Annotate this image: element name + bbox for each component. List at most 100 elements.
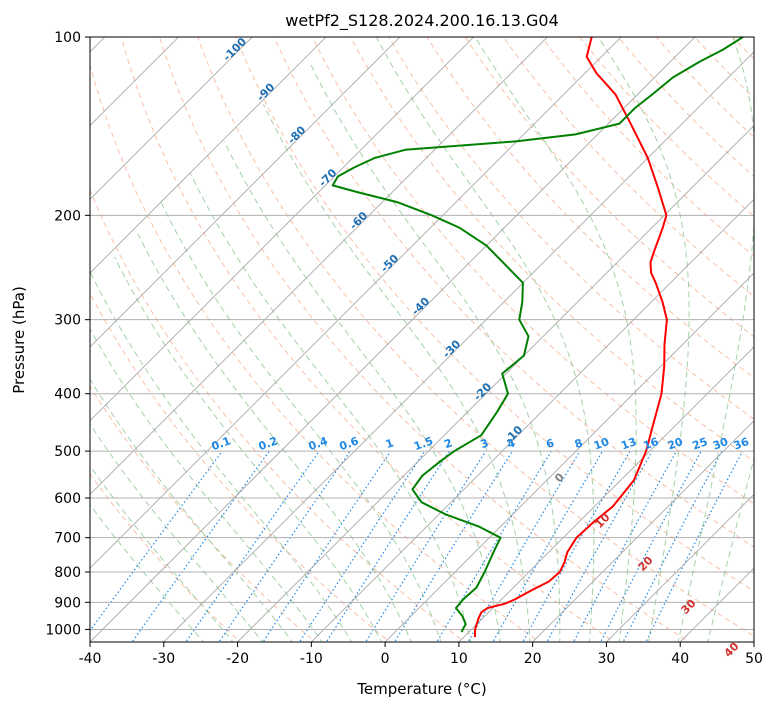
dry-adiabat-line — [90, 62, 541, 642]
mixing-ratio-label: 0.4 — [307, 434, 330, 453]
dewpoint-profile-line — [331, 37, 744, 633]
isotherm-label: -90 — [254, 80, 277, 103]
mixing-ratio-line — [645, 450, 744, 642]
mixing-ratio-label: 0.2 — [257, 434, 280, 453]
dry-adiabat-line — [158, 37, 691, 642]
x-tick-label: 0 — [381, 651, 390, 667]
isotherm-line — [90, 37, 253, 200]
mixing-ratio-line — [325, 450, 450, 642]
dry-adiabat-line — [579, 37, 754, 217]
mixing-ratio-line — [393, 450, 513, 642]
isotherm-line — [90, 37, 696, 642]
dry-adiabat-line — [197, 37, 754, 637]
moist-adiabat-line — [137, 233, 412, 642]
isotherm-line — [90, 37, 548, 495]
isotherm-label: -20 — [471, 380, 494, 403]
moist-adiabat-line — [308, 61, 561, 642]
mixing-ratio-label: 4 — [505, 436, 517, 451]
dry-adiabat-line — [90, 473, 241, 642]
dry-adiabat-line — [90, 385, 316, 642]
moist-adiabat-line — [90, 378, 293, 642]
moist-adiabat-line — [160, 201, 442, 642]
line-labels: -100-90-80-70-60-50-40-30-20-100.1 0.2 0.4… — [210, 35, 751, 660]
moist-adiabat-line — [90, 327, 323, 642]
isotherm-line — [532, 420, 754, 642]
isotherm-line — [163, 51, 754, 642]
mixing-ratio-label: 8 — [573, 436, 585, 451]
moist-adiabat-line — [189, 173, 472, 642]
moist-adiabat-line — [223, 141, 501, 642]
dry-adiabat-line — [732, 37, 754, 60]
dry-adiabat-line — [273, 37, 754, 548]
isotherm-line — [679, 567, 754, 642]
mixing-ratio-line — [364, 450, 487, 642]
x-tick-label: -20 — [226, 651, 249, 667]
moist-adiabat-line — [375, 37, 595, 642]
mixing-ratio-line — [467, 450, 581, 642]
dry-adiabat-line — [464, 37, 754, 338]
dry-adiabat-label: 0 — [552, 470, 567, 485]
mixing-ratio-line — [622, 450, 723, 642]
axis-ticks: -40 -30 -20 -10 0 10 20 30 40 5010020030040050060… — [45, 30, 763, 667]
x-tick-label: 50 — [745, 651, 763, 667]
dry-adiabat-line — [758, 24, 775, 645]
isotherm-line — [236, 125, 754, 642]
mixing-ratio-label: 13 — [619, 435, 638, 452]
isotherm-line — [90, 37, 474, 422]
x-tick-label: 20 — [524, 651, 542, 667]
x-axis-title: Temperature (°C) — [356, 680, 486, 698]
mixing-ratio-line — [131, 450, 270, 642]
background-lines — [90, 24, 775, 645]
y-tick-label: 700 — [54, 531, 81, 547]
mixing-ratio-label: 10 — [592, 435, 611, 453]
mixing-ratio-label: 16 — [642, 435, 661, 453]
dry-adiabat-label: 40 — [722, 640, 742, 660]
x-tick-label: -40 — [79, 651, 102, 667]
temperature-profile-line — [473, 37, 668, 638]
mixing-ratio-line — [90, 450, 223, 632]
y-tick-label: 500 — [54, 444, 81, 460]
y-tick-label: 300 — [54, 313, 81, 329]
isotherm-label: -30 — [440, 337, 463, 360]
moist-adiabat-line — [707, 456, 754, 642]
isotherm-line — [753, 641, 754, 642]
dry-adiabat-line — [426, 37, 754, 379]
y-tick-label: 800 — [54, 565, 81, 581]
y-tick-label: 600 — [54, 491, 81, 507]
dry-adiabat-line — [120, 37, 616, 642]
isotherm-label: -50 — [378, 252, 401, 275]
moist-adiabat-line — [90, 464, 234, 642]
mixing-ratio-label: 25 — [691, 435, 710, 452]
isotherm-label: -40 — [409, 294, 432, 317]
y-tick-label: 400 — [54, 387, 81, 403]
mixing-ratio-line — [262, 450, 392, 642]
mixing-ratio-label: 1 — [384, 436, 396, 451]
isotherm-line — [90, 37, 401, 348]
y-tick-label: 200 — [54, 208, 81, 224]
mixing-ratio-label: 1.5 — [412, 434, 435, 453]
plot-frame — [89, 36, 755, 643]
mixing-ratio-line — [298, 450, 426, 642]
isotherm-line — [90, 37, 327, 274]
mixing-ratio-line — [185, 450, 320, 642]
x-tick-label: 10 — [450, 651, 468, 667]
isotherm-line — [90, 37, 622, 569]
isotherm-line — [605, 493, 754, 642]
dry-adiabat-line — [90, 188, 466, 642]
mixing-ratio-line — [218, 450, 351, 642]
isotherm-label: -60 — [347, 209, 370, 232]
mixing-ratio-label: 30 — [711, 435, 730, 453]
y-axis-title: Pressure (hPa) — [10, 286, 28, 394]
moist-adiabat-line — [263, 104, 531, 642]
moist-adiabat-line — [90, 272, 353, 642]
mixing-ratio-label: 36 — [732, 435, 751, 453]
mixing-ratio-label: 0.6 — [338, 434, 361, 453]
mixing-ratio-label: 3 — [479, 436, 491, 451]
dry-adiabat-label: 10 — [593, 511, 613, 531]
series-lines — [331, 37, 744, 638]
mixing-ratio-label: 6 — [544, 436, 556, 451]
moist-adiabat-line — [114, 256, 382, 642]
y-tick-label: 900 — [54, 595, 81, 611]
x-tick-label: 40 — [671, 651, 689, 667]
